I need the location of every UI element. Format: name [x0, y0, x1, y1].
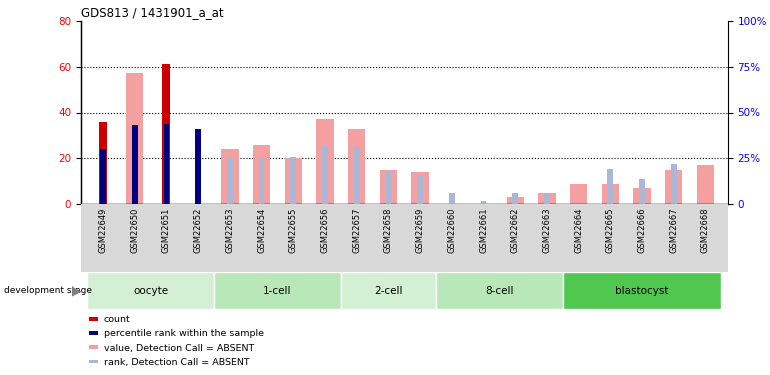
Text: GSM22652: GSM22652	[194, 208, 203, 253]
Text: 8-cell: 8-cell	[485, 286, 514, 296]
Text: GSM22657: GSM22657	[352, 208, 361, 253]
Bar	[665, 170, 682, 204]
Text: GSM22656: GSM22656	[320, 208, 330, 253]
Text: value, Detection Call = ABSENT: value, Detection Call = ABSENT	[104, 344, 254, 352]
Bar	[259, 157, 264, 204]
Bar	[196, 129, 201, 204]
Text: GSM22663: GSM22663	[542, 208, 551, 254]
Bar	[608, 170, 613, 204]
Bar	[507, 198, 524, 204]
Bar	[285, 159, 302, 204]
Bar	[697, 165, 715, 204]
Bar	[316, 119, 333, 204]
Text: 1-cell: 1-cell	[263, 286, 292, 296]
Text: GSM22651: GSM22651	[162, 208, 171, 253]
Text: GSM22654: GSM22654	[257, 208, 266, 253]
Text: ▶: ▶	[72, 284, 82, 297]
Text: GSM22666: GSM22666	[638, 208, 647, 254]
Bar	[99, 122, 107, 204]
Text: GSM22660: GSM22660	[447, 208, 457, 253]
Bar	[162, 64, 170, 204]
Text: GSM22650: GSM22650	[130, 208, 139, 253]
Bar	[380, 170, 397, 204]
Bar	[671, 164, 677, 204]
Text: GSM22667: GSM22667	[669, 208, 678, 254]
Text: percentile rank within the sample: percentile rank within the sample	[104, 329, 264, 338]
Bar	[570, 184, 588, 204]
Bar	[348, 129, 366, 204]
Bar	[544, 194, 550, 204]
Bar	[563, 272, 721, 309]
Bar	[100, 149, 106, 204]
Bar	[512, 194, 518, 204]
Bar	[227, 157, 233, 204]
Bar	[221, 149, 239, 204]
Bar	[87, 272, 214, 309]
Text: GSM22653: GSM22653	[226, 208, 234, 253]
Text: GDS813 / 1431901_a_at: GDS813 / 1431901_a_at	[81, 6, 223, 20]
Text: GSM22661: GSM22661	[479, 208, 488, 253]
Bar	[290, 157, 296, 204]
Bar	[417, 175, 423, 204]
Bar	[132, 125, 138, 204]
Text: GSM22655: GSM22655	[289, 208, 298, 253]
Text: development stage: development stage	[4, 286, 92, 295]
Text: count: count	[104, 315, 131, 324]
Bar	[341, 272, 436, 309]
Bar	[436, 272, 563, 309]
Text: GSM22658: GSM22658	[384, 208, 393, 253]
Bar	[538, 193, 556, 204]
Bar	[354, 147, 360, 204]
Bar	[163, 123, 169, 204]
Bar	[386, 171, 391, 204]
Bar	[126, 74, 143, 204]
Bar	[253, 145, 270, 204]
Text: GSM22659: GSM22659	[416, 208, 424, 253]
Text: GSM22662: GSM22662	[511, 208, 520, 253]
Text: GSM22649: GSM22649	[99, 208, 108, 253]
Bar	[639, 178, 645, 204]
Bar	[601, 184, 619, 204]
Text: GSM22665: GSM22665	[606, 208, 614, 253]
Bar	[214, 272, 341, 309]
Text: blastocyst: blastocyst	[615, 286, 669, 296]
Bar	[633, 188, 651, 204]
Text: GSM22668: GSM22668	[701, 208, 710, 254]
Text: oocyte: oocyte	[133, 286, 168, 296]
Bar	[480, 201, 487, 204]
Bar	[449, 194, 454, 204]
Text: rank, Detection Call = ABSENT: rank, Detection Call = ABSENT	[104, 358, 249, 367]
Bar	[322, 146, 328, 204]
Text: 2-cell: 2-cell	[374, 286, 403, 296]
Text: GSM22664: GSM22664	[574, 208, 583, 253]
Bar	[411, 172, 429, 204]
